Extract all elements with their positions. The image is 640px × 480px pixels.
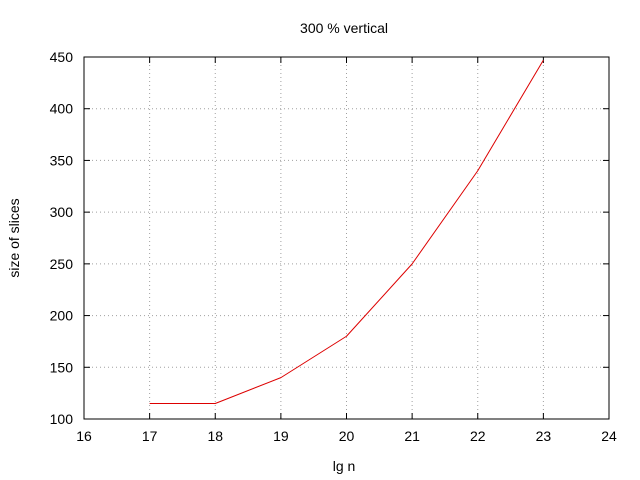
axis-ticks: 16 17 18 19 20 21 22 23 24 100 150 200 250 300 350 400 4… [50,49,617,444]
x-tick-label-2: 18 [207,428,223,444]
x-tick-label-1: 17 [142,428,158,444]
x-axis-label: lg n [333,458,356,474]
y-tick-label-0: 100 [50,411,74,427]
x-tick-label-0: 16 [76,428,92,444]
series-group [149,59,544,404]
y-tick-label-5: 350 [50,152,74,168]
y-tick-label-7: 450 [50,49,74,65]
y-tick-label-2: 200 [50,308,74,324]
y-axis-label: size of slices [6,198,22,277]
x-tick-label-8: 24 [601,428,617,444]
y-tick-label-4: 300 [50,204,74,220]
x-tick-label-7: 23 [536,428,552,444]
plot-frame [83,56,610,420]
y-tick-label-3: 250 [50,256,74,272]
x-tick-label-6: 22 [470,428,486,444]
x-tick-label-4: 20 [339,428,355,444]
x-tick-label-5: 21 [404,428,420,444]
x-tick-label-3: 19 [273,428,289,444]
grid-lines [84,57,609,419]
series-line-0 [149,59,544,404]
y-tick-label-6: 400 [50,101,74,117]
y-tick-label-1: 150 [50,359,74,375]
chart-title: 300 % vertical [300,20,388,36]
